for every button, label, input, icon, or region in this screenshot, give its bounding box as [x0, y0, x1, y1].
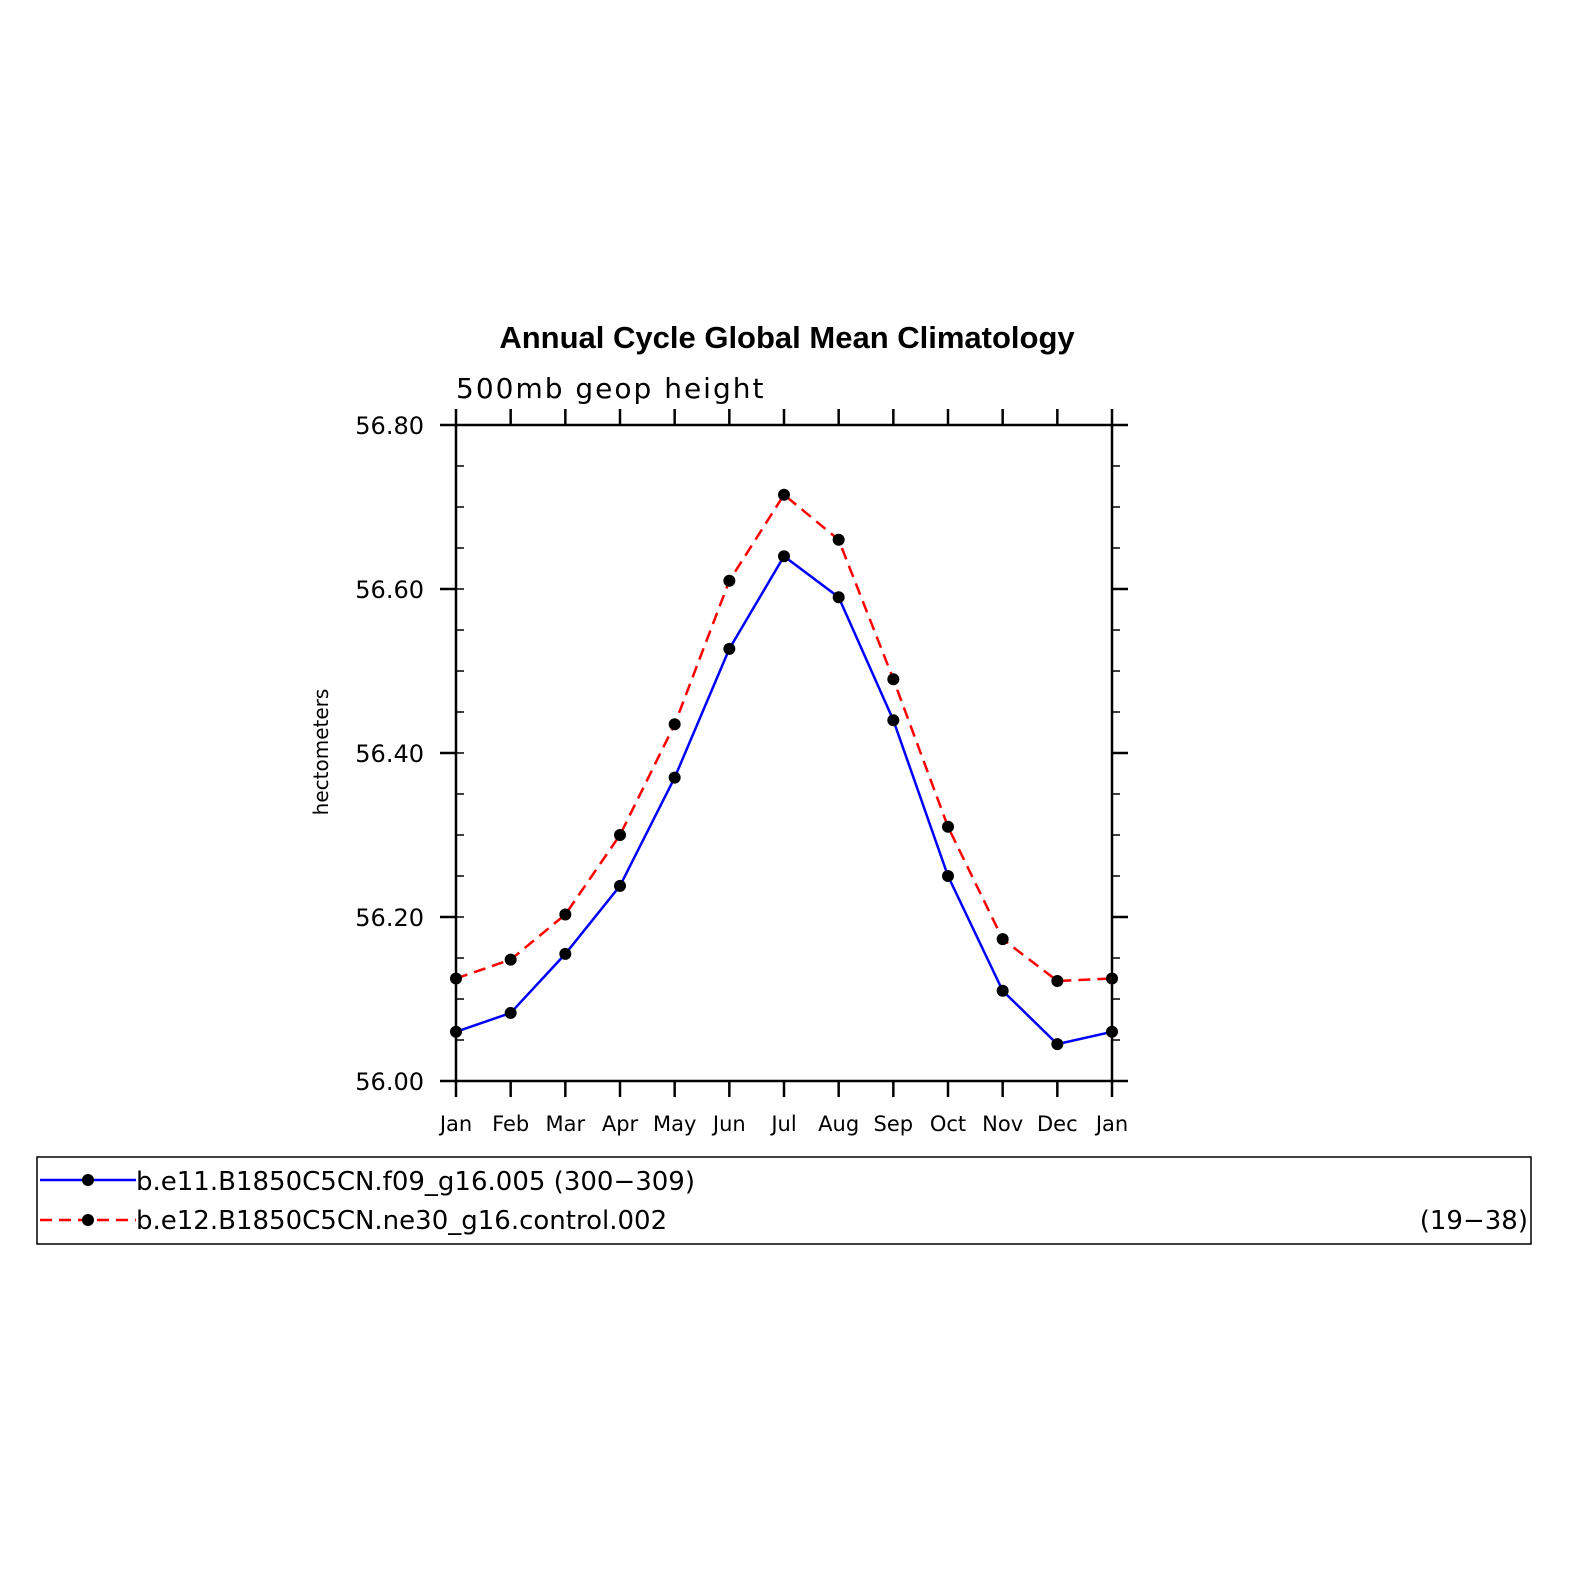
- y-tick-label: 56.40: [355, 740, 424, 768]
- x-tick-label: Jan: [1094, 1112, 1128, 1136]
- x-tick-label: Feb: [492, 1112, 529, 1136]
- series-lines: [455, 492, 1113, 1046]
- x-tick-label: Dec: [1037, 1112, 1078, 1136]
- y-tick-label: 56.00: [355, 1068, 424, 1096]
- minor-ticks: [456, 424, 1120, 1082]
- data-point: [559, 908, 572, 921]
- series-line-1: [455, 554, 1113, 1046]
- data-point: [832, 533, 845, 546]
- data-point: [942, 870, 954, 882]
- data-point: [668, 718, 681, 731]
- chart-title: Annual Cycle Global Mean Climatology: [499, 320, 1075, 355]
- y-tick-label: 56.80: [355, 412, 424, 440]
- data-point: [504, 1006, 517, 1019]
- legend: b.e11.B1850C5CN.f09_g16.005 (300−309) b.…: [36, 1156, 1532, 1245]
- x-tick-label: Nov: [982, 1112, 1023, 1136]
- y-tick-label: 56.60: [355, 576, 424, 604]
- plot-frame: [454, 423, 1114, 1083]
- x-tick-label: Oct: [930, 1112, 966, 1136]
- x-tick-label: Apr: [602, 1112, 639, 1136]
- data-point: [996, 933, 1009, 946]
- data-point: [450, 1025, 462, 1038]
- data-point: [723, 642, 736, 655]
- series-points: [450, 488, 1118, 1051]
- data-point: [1106, 972, 1118, 985]
- data-point: [559, 947, 572, 960]
- legend-marker-1: [82, 1174, 94, 1186]
- data-point: [887, 673, 900, 686]
- series-line-2: [455, 492, 1113, 983]
- x-tick-label: May: [653, 1112, 696, 1136]
- legend-years-2: (19−38): [1420, 1206, 1528, 1236]
- x-tick-label: Jun: [711, 1112, 746, 1136]
- data-point: [778, 550, 790, 563]
- data-point: [668, 771, 681, 784]
- data-point: [450, 972, 462, 985]
- x-tick-label: Sep: [874, 1112, 914, 1136]
- x-tick-label: Aug: [818, 1112, 859, 1136]
- x-tick-label: Jan: [438, 1112, 472, 1136]
- data-point: [723, 574, 736, 587]
- data-point: [1106, 1025, 1118, 1038]
- legend-label-2: b.e12.B1850C5CN.ne30_g16.control.002: [136, 1206, 667, 1236]
- data-point: [778, 488, 790, 501]
- data-point: [1051, 1038, 1064, 1051]
- y-tick-labels: 56.00 56.20 56.40 56.60 56.80: [355, 412, 424, 1096]
- data-point: [996, 984, 1009, 997]
- data-point: [832, 591, 845, 604]
- legend-marker-2: [82, 1214, 94, 1226]
- chart-subtitle: 500mb geop height: [456, 372, 765, 405]
- major-ticks: [440, 409, 1128, 1097]
- legend-label-1: b.e11.B1850C5CN.f09_g16.005 (300−309): [136, 1167, 695, 1197]
- x-tick-label: Mar: [546, 1112, 586, 1136]
- data-point: [887, 714, 900, 727]
- x-tick-label: Jul: [769, 1112, 796, 1136]
- y-axis-label: hectometers: [309, 689, 333, 816]
- x-tick-labels: Jan Feb Mar Apr May Jun Jul Aug Sep Oct Nov Dec Jan: [438, 1112, 1128, 1136]
- data-point: [1051, 974, 1064, 987]
- data-point: [504, 953, 517, 966]
- legend-box: [36, 1156, 1532, 1245]
- data-point: [942, 820, 954, 833]
- y-tick-label: 56.20: [355, 904, 424, 932]
- data-point: [614, 829, 626, 841]
- data-point: [614, 879, 626, 892]
